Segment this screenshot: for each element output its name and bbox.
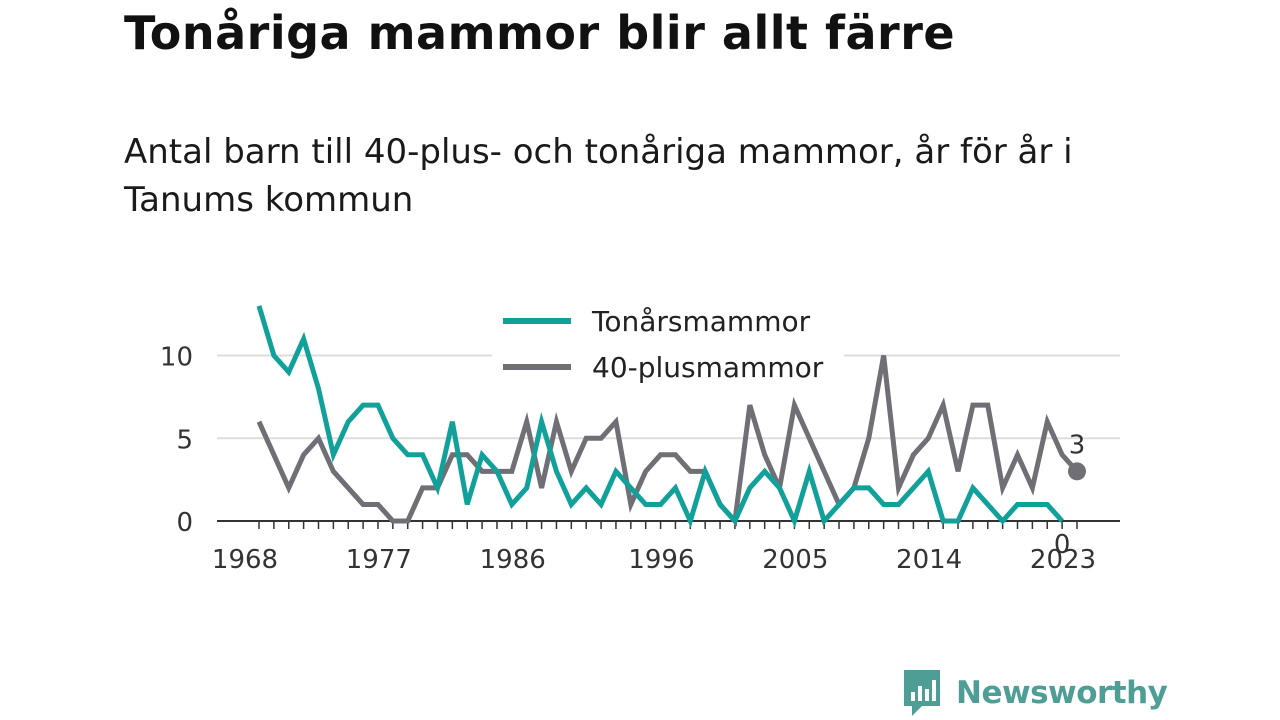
newsworthy-logo: Newsworthy	[902, 668, 1168, 718]
x-tick-label: 1968	[212, 545, 278, 575]
end-labels: 03	[1054, 430, 1086, 560]
brand-name: Newsworthy	[956, 675, 1168, 711]
chart-subtitle: Antal barn till 40-plus- och tonåriga ma…	[124, 132, 1073, 220]
legend-label: Tonårsmammor	[591, 305, 811, 338]
series-line-40-plusmammor	[256, 355, 1079, 527]
x-tick-label: 2005	[762, 545, 828, 575]
x-tick-label: 1977	[346, 545, 412, 575]
x-axis: 1968 1977 1986 1996 2005 2014 2023	[212, 520, 1120, 575]
x-tick-label: 2023	[1030, 545, 1096, 575]
legend-background	[492, 296, 844, 396]
series-line-tonarsmammor	[256, 305, 1064, 529]
y-tick-label: 5	[176, 425, 193, 455]
x-tick-label: 2014	[896, 545, 962, 575]
legend: Tonårsmammor 40-plusmammor	[492, 296, 844, 396]
y-tick-label: 10	[160, 343, 193, 373]
y-tick-label: 0	[176, 508, 193, 538]
y-axis: 0 5 10	[160, 343, 193, 539]
x-tick-label: 1986	[480, 545, 546, 575]
end-value-label: 3	[1069, 430, 1086, 460]
x-tick-label: 1996	[628, 545, 694, 575]
chart-title: Tonåriga mammor blir allt färre	[124, 6, 956, 60]
newsworthy-logo-icon	[904, 670, 940, 716]
end-point-marker	[1068, 462, 1086, 481]
legend-label: 40-plusmammor	[592, 351, 824, 384]
series-lines	[256, 305, 1079, 529]
end-value-label: 0	[1054, 530, 1071, 560]
